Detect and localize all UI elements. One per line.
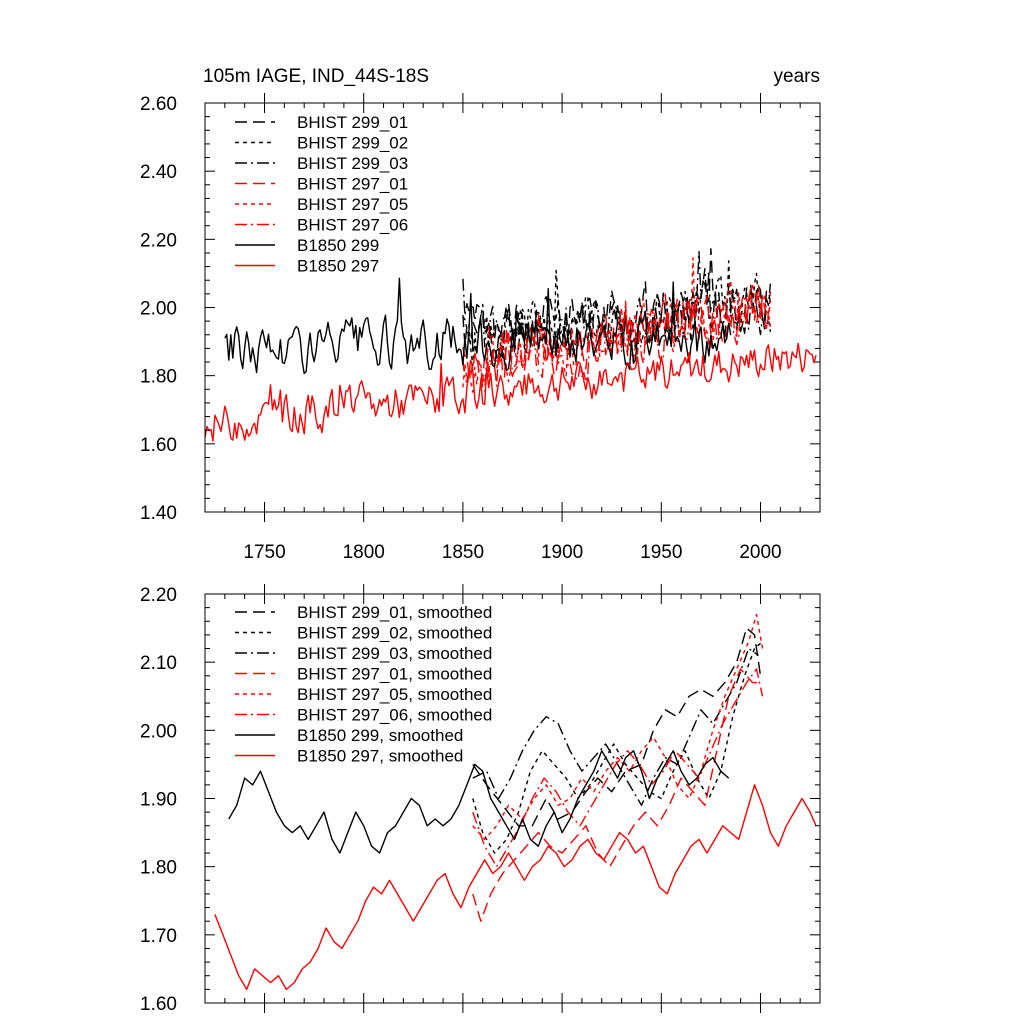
- x-tick-label: 1850: [442, 542, 484, 563]
- legend-label: BHIST 299_01, smoothed: [297, 603, 492, 622]
- y-tick-label: 2.00: [140, 721, 177, 742]
- y-tick-label: 1.60: [140, 994, 177, 1015]
- x-tick-label: 1900: [541, 542, 583, 563]
- legend-label: BHIST 297_01: [297, 175, 408, 194]
- series-line-1: [472, 641, 763, 854]
- series-line-2: [462, 251, 772, 356]
- y-tick-label: 2.40: [140, 162, 177, 183]
- legend-label: BHIST 297_01, smoothed: [297, 665, 492, 684]
- x-tick-label: 2000: [739, 542, 781, 563]
- series-line-0: [472, 627, 762, 827]
- series-line-5: [462, 287, 772, 392]
- legend-label: BHIST 297_05: [297, 195, 408, 214]
- series-line-3: [462, 284, 772, 383]
- series-line-3: [472, 668, 761, 922]
- series-lines: [214, 613, 817, 991]
- y-tick-label: 1.40: [140, 503, 177, 524]
- series-lines: [205, 248, 817, 442]
- legend-label: BHIST 299_02: [297, 134, 408, 153]
- series-line-4: [462, 257, 772, 393]
- x-tick-label: 1800: [343, 542, 385, 563]
- legend-label: B1850 297, smoothed: [297, 747, 463, 766]
- chart-title: 105m IAGE, IND_44S-18S: [203, 66, 429, 87]
- bottom-panel-smoothed-series: 1.60 1.70 1.80 1.90 2.00 2.10 2.20 BHIST 299_01…: [140, 584, 821, 1015]
- series-line-6: [224, 277, 732, 375]
- series-line-7: [205, 342, 817, 442]
- series-line-2: [472, 647, 759, 806]
- legend-label: BHIST 299_03: [297, 154, 408, 173]
- legend-label: B1850 299: [297, 236, 379, 255]
- legend-label: B1850 299, smoothed: [297, 726, 463, 745]
- y-tick-label: 2.20: [140, 585, 177, 606]
- legend-label: BHIST 299_02, smoothed: [297, 624, 492, 643]
- y-tick-label: 1.90: [140, 790, 177, 811]
- y-tick-label: 2.10: [140, 653, 177, 674]
- legend: BHIST 299_01, smoothed BHIST 299_02, smoo…: [235, 603, 492, 766]
- legend-label: B1850 297: [297, 257, 379, 276]
- x-tick-label: 1750: [243, 542, 285, 563]
- legend-label: BHIST 299_03, smoothed: [297, 644, 492, 663]
- legend-label: BHIST 299_01: [297, 113, 408, 132]
- series-line-6: [228, 750, 730, 854]
- series-line-5: [472, 668, 764, 868]
- chart-right-title: years: [774, 66, 820, 87]
- top-panel-raw-series: 1.40 1.60 1.80 2.00 2.20 2.40 2.60 1750 1800 1850…: [140, 93, 821, 563]
- series-line-4: [472, 613, 764, 841]
- series-line-7: [214, 784, 817, 991]
- y-tick-label: 2.60: [140, 94, 177, 115]
- legend-label: BHIST 297_05, smoothed: [297, 685, 492, 704]
- y-tick-label: 1.80: [140, 367, 177, 388]
- y-tick-label: 1.60: [140, 435, 177, 456]
- legend-label: BHIST 297_06: [297, 216, 408, 235]
- y-tick-label: 2.00: [140, 299, 177, 320]
- legend-label: BHIST 297_06, smoothed: [297, 706, 492, 725]
- y-tick-label: 1.70: [140, 926, 177, 947]
- y-tick-label: 2.20: [140, 230, 177, 251]
- y-tick-label: 1.80: [140, 858, 177, 879]
- x-tick-label: 1950: [640, 542, 682, 563]
